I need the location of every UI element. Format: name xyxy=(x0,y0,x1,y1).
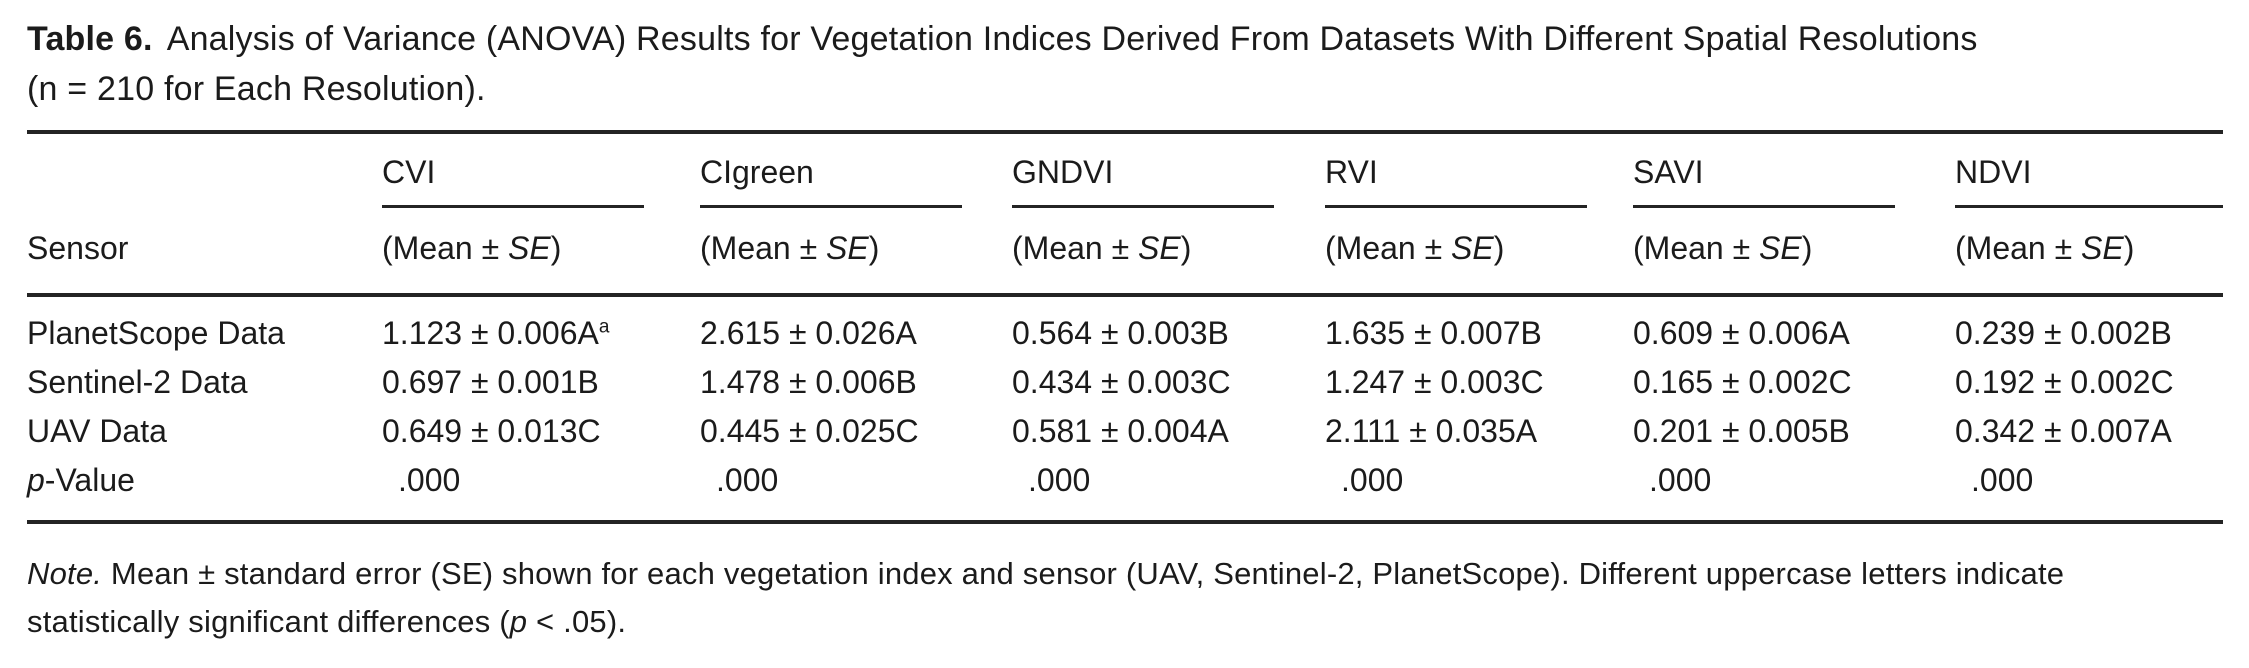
column-header-gndvi: GNDVI (Mean ± SE) xyxy=(1012,132,1325,297)
value-cell-gndvi: 0.564 ± 0.003B xyxy=(1012,315,1229,351)
header-underline xyxy=(1633,205,1895,208)
value-cell-savi: 0.165 ± 0.002C xyxy=(1633,364,1852,400)
table-row-sentinel2: Sentinel-2 Data 0.697 ± 0.001B 1.478 ± 0… xyxy=(27,358,2223,407)
column-header-cvi: CVI (Mean ± SE) xyxy=(382,132,700,297)
mean-se-subheader: (Mean ± SE) xyxy=(1325,230,1505,266)
sensor-header-label: Sensor xyxy=(27,230,129,266)
p-value-cell-rvi: .000 xyxy=(1341,462,1404,498)
value-cell-rvi: 2.111 ± 0.035A xyxy=(1325,413,1538,449)
column-header-savi: SAVI (Mean ± SE) xyxy=(1633,132,1955,297)
index-name-cvi: CVI xyxy=(382,154,436,190)
index-name-ndvi: NDVI xyxy=(1955,154,2032,190)
column-header-sensor: Sensor xyxy=(27,132,382,297)
note-line2: statistically significant differences (p… xyxy=(27,604,627,639)
value-cell-gndvi: 0.581 ± 0.004A xyxy=(1012,413,1229,449)
table-title-line2: (n = 210 for Each Resolution). xyxy=(27,70,486,108)
index-name-cigreen: CIgreen xyxy=(700,154,814,190)
p-value-cell-cigreen: .000 xyxy=(716,462,779,498)
note-label: Note. xyxy=(27,556,103,591)
header-underline xyxy=(1955,205,2223,208)
value-cell-cigreen: 2.615 ± 0.026A xyxy=(700,315,917,351)
mean-se-subheader: (Mean ± SE) xyxy=(1012,230,1192,266)
anova-table: Sensor CVI (Mean ± SE) CIgreen (Mean ± S… xyxy=(27,130,2223,524)
p-value-cell-gndvi: .000 xyxy=(1028,462,1091,498)
sensor-cell: UAV Data xyxy=(27,413,167,449)
value-cell-cvi: 0.649 ± 0.013C xyxy=(382,413,601,449)
note-line1: Note. Mean ± standard error (SE) shown f… xyxy=(27,556,2065,591)
value-cell-gndvi: 0.434 ± 0.003C xyxy=(1012,364,1231,400)
p-value-cell-savi: .000 xyxy=(1649,462,1712,498)
header-underline xyxy=(1012,205,1274,208)
column-header-cigreen: CIgreen (Mean ± SE) xyxy=(700,132,1012,297)
value-cell-cigreen: 0.445 ± 0.025C xyxy=(700,413,919,449)
value-cell-savi: 0.609 ± 0.006A xyxy=(1633,315,1850,351)
header-underline xyxy=(1325,205,1587,208)
value-cell-cvi: 1.123 ± 0.006Aa xyxy=(382,315,610,351)
footnote-superscript: a xyxy=(598,316,610,338)
value-cell-ndvi: 0.192 ± 0.002C xyxy=(1955,364,2174,400)
table-title: Table 6. Analysis of Variance (ANOVA) Res… xyxy=(27,14,2223,114)
table-row-uav: UAV Data 0.649 ± 0.013C 0.445 ± 0.025C 0… xyxy=(27,407,2223,456)
p-value-cell-ndvi: .000 xyxy=(1971,462,2034,498)
index-name-rvi: RVI xyxy=(1325,154,1378,190)
value-cell-savi: 0.201 ± 0.005B xyxy=(1633,413,1850,449)
p-value-cell-cvi: .000 xyxy=(398,462,461,498)
table-number-label: Table 6. xyxy=(27,20,153,58)
value-cell-cvi: 0.697 ± 0.001B xyxy=(382,364,599,400)
header-underline xyxy=(700,205,962,208)
table-row-planetscope: PlanetScope Data 1.123 ± 0.006Aa 2.615 ±… xyxy=(27,295,2223,358)
index-name-gndvi: GNDVI xyxy=(1012,154,1114,190)
value-cell-ndvi: 0.342 ± 0.007A xyxy=(1955,413,2172,449)
table-note: Note. Mean ± standard error (SE) shown f… xyxy=(27,550,2223,646)
mean-se-subheader: (Mean ± SE) xyxy=(1955,230,2135,266)
sensor-cell: PlanetScope Data xyxy=(27,315,285,351)
mean-se-subheader: (Mean ± SE) xyxy=(1633,230,1813,266)
mean-se-subheader: (Mean ± SE) xyxy=(700,230,880,266)
p-value-label: p-Value xyxy=(27,462,135,498)
index-name-savi: SAVI xyxy=(1633,154,1704,190)
header-underline xyxy=(382,205,644,208)
value-cell-cigreen: 1.478 ± 0.006B xyxy=(700,364,917,400)
table-row-pvalue: p-Value .000 .000 .000 .000 .000 .000 xyxy=(27,456,2223,522)
table-title-line1: Table 6. Analysis of Variance (ANOVA) Res… xyxy=(27,14,2223,64)
table-title-text: Analysis of Variance (ANOVA) Results for… xyxy=(166,20,1978,58)
table-header: Sensor CVI (Mean ± SE) CIgreen (Mean ± S… xyxy=(27,132,2223,297)
value-cell-ndvi: 0.239 ± 0.002B xyxy=(1955,315,2172,351)
value-cell-rvi: 1.247 ± 0.003C xyxy=(1325,364,1544,400)
mean-se-subheader: (Mean ± SE) xyxy=(382,230,562,266)
value-cell-rvi: 1.635 ± 0.007B xyxy=(1325,315,1542,351)
column-header-ndvi: NDVI (Mean ± SE) xyxy=(1955,132,2223,297)
sensor-cell: Sentinel-2 Data xyxy=(27,364,248,400)
column-header-rvi: RVI (Mean ± SE) xyxy=(1325,132,1633,297)
